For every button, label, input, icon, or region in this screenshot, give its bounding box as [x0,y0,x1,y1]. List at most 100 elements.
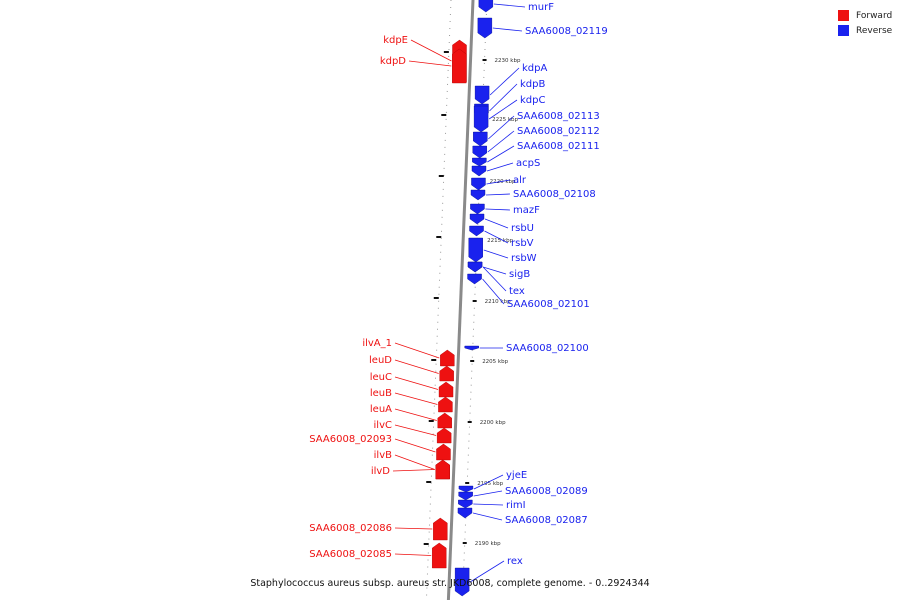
gene-saa6008-02100 [464,345,479,351]
gene-rex [454,567,470,597]
gene-connector-saa6008-02119 [492,27,523,32]
gene-label-kdpb: kdpB [520,79,545,90]
scale-tick [472,300,477,302]
gene-leua [437,412,452,429]
gene-saa6008-02086 [433,517,448,541]
gene-label-saa6008-02113: SAA6008_02113 [517,111,600,122]
scale-label: 2210 kbp [485,299,511,305]
gene-connector-saa6008-02112 [487,130,515,153]
gene-label-saa6008-02093: SAA6008_02093 [309,434,392,445]
gene-saa6008-02113 [473,131,488,147]
gene-yjee [458,485,474,493]
gene-alr [471,177,486,191]
gene-label-kdpa: kdpA [522,63,547,74]
gene-connector-kdpa [489,67,520,96]
gene-connector-ilva-1 [394,342,440,359]
gene-kdpd [452,48,467,84]
gene-connector-kdpd [408,60,452,67]
gene-rimi [458,499,473,509]
gene-connector-saa6008-02086 [394,527,433,530]
gene-label-saa6008-02086: SAA6008_02086 [309,523,392,534]
forward-track [425,0,452,600]
forward-scale-tick [423,543,429,545]
gene-mazf [470,203,485,215]
gene-connector-alr [486,179,511,185]
gene-label-rex: rex [507,556,523,567]
gene-label-ilvc: ilvC [374,420,392,431]
scale-tick [470,360,475,362]
gene-connector-tex [482,266,507,292]
gene-label-leud: leuD [369,355,392,366]
gene-label-saa6008-02112: SAA6008_02112 [517,126,600,137]
gene-connector-leua [394,408,437,421]
gene-tex [467,261,483,273]
scale-label: 2220 kbp [490,179,516,185]
gene-saa6008-02093 [436,443,451,461]
legend-reverse-swatch [838,25,849,36]
gene-saa6008-02101 [467,273,482,285]
gene-connector-sigb [482,266,507,275]
gene-label-saa6008-02101: SAA6008_02101 [507,299,590,310]
gene-connector-kdpc [488,99,518,120]
gene-connector-kdpe [410,39,452,62]
gene-saa6008-02089 [458,491,473,501]
gene-saa6008-02119 [477,17,493,39]
gene-connector-saa6008-02085 [394,553,432,556]
scale-label: 2200 kbp [480,420,506,426]
forward-scale-tick [436,236,442,238]
scale-tick [467,421,472,423]
gene-connector-leub [394,392,438,405]
gene-murf [478,0,494,13]
scale-tick [462,542,467,544]
legend-forward-label: Forward [856,10,893,21]
gene-connector-mazf [485,208,511,211]
gene-label-rsbu: rsbU [511,223,534,234]
forward-scale-tick [438,175,444,177]
gene-kdpa [474,85,490,105]
genome-backbone [446,0,475,600]
gene-label-saa6008-02108: SAA6008_02108 [513,189,596,200]
gene-label-alr: alr [513,175,527,186]
gene-connector-saa6008-02113 [488,115,515,140]
gene-label-kdpc: kdpC [520,95,545,106]
scale-label: 2190 kbp [475,541,501,547]
scale-label: 2195 kbp [477,481,503,487]
gene-ilva-1 [440,349,455,367]
gene-label-rimi: rimI [506,500,526,511]
gene-label-ilvb: ilvB [374,450,392,461]
legend-forward-swatch [838,10,849,21]
forward-scale-tick [433,297,439,299]
gene-label-leua: leuA [370,404,392,415]
scale-label: 2225 kbp [492,117,518,123]
scale-tick [465,482,470,484]
legend-reverse: Reverse [838,25,892,36]
gene-connector-acps [486,162,514,172]
gene-connector-saa6008-02089 [473,490,503,497]
scale-label: 2230 kbp [495,58,521,64]
gene-ilvc [436,427,452,444]
gene-saa6008-02085 [432,542,447,569]
scale-label: 2215 kbp [487,238,513,244]
gene-label-leuc: leuC [370,372,392,383]
gene-leud [439,365,454,382]
gene-rsbw [468,237,483,263]
gene-label-rsbv: rsbV [511,238,534,249]
forward-scale-tick [428,420,434,422]
legend-forward: Forward [838,10,892,21]
gene-label-murf: murF [528,2,554,13]
gene-connector-saa6008-02093 [394,438,436,453]
gene-kdpc [473,105,489,133]
gene-label-rsbw: rsbW [511,253,537,264]
gene-connector-leuc [394,376,439,390]
gene-label-ilvd: ilvD [371,466,390,477]
gene-connector-kdpb [489,83,518,112]
gene-connector-ilvc [394,424,437,436]
forward-scale-tick [443,51,449,53]
forward-scale-tick [441,114,447,116]
gene-connector-murf [493,3,526,8]
gene-label-kdpd: kdpD [380,56,406,67]
gene-label-saa6008-02087: SAA6008_02087 [505,515,588,526]
gene-leub [438,396,453,413]
gene-label-saa6008-02119: SAA6008_02119 [525,26,608,37]
gene-connector-saa6008-02101 [482,278,505,305]
